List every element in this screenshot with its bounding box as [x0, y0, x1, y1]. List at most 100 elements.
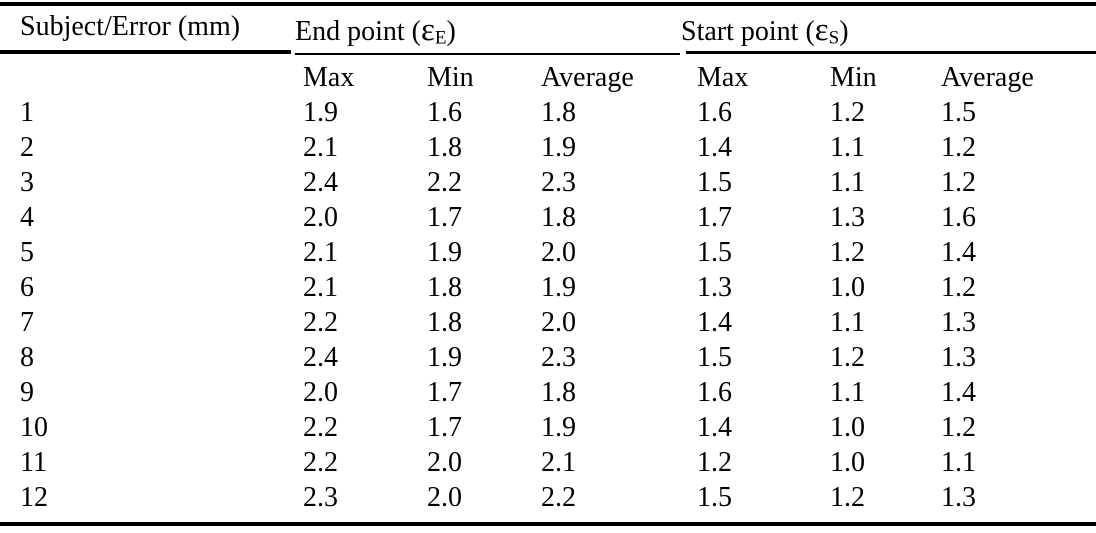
cell-end-average: 1.9 [541, 272, 576, 303]
cell-start-min: 1.2 [830, 342, 865, 373]
cell-end-average: 2.2 [541, 482, 576, 513]
cell-start-max: 1.2 [697, 447, 732, 478]
end-point-group-header: End point (εE) [295, 14, 456, 53]
cell-start-average: 1.4 [941, 377, 976, 408]
cell-end-average: 1.9 [541, 412, 576, 443]
cell-start-average: 1.1 [941, 447, 976, 478]
cell-start-average: 1.2 [941, 132, 976, 163]
cell-end-min: 1.7 [427, 202, 462, 233]
cell-end-min: 1.7 [427, 412, 462, 443]
cell-start-max: 1.6 [697, 97, 732, 128]
cell-end-min: 2.0 [427, 447, 462, 478]
cell-start-min: 1.1 [830, 132, 865, 163]
cell-end-average: 2.3 [541, 167, 576, 198]
cell-start-min: 1.1 [830, 377, 865, 408]
cell-end-average: 2.1 [541, 447, 576, 478]
cell-start-max: 1.4 [697, 412, 732, 443]
cell-end-min: 1.9 [427, 342, 462, 373]
column-header-start-max: Max [697, 62, 749, 93]
cell-end-max: 1.9 [303, 97, 338, 128]
cell-start-average: 1.3 [941, 482, 976, 513]
cell-start-average: 1.2 [941, 412, 976, 443]
cell-end-average: 2.3 [541, 342, 576, 373]
column-header-end-max: Max [303, 62, 355, 93]
row-subject: 10 [20, 412, 48, 443]
cell-start-average: 1.2 [941, 167, 976, 198]
cell-end-max: 2.2 [303, 412, 338, 443]
cell-end-min: 2.2 [427, 167, 462, 198]
cell-start-min: 1.0 [830, 272, 865, 303]
subheader-spacer [20, 60, 303, 95]
cell-end-max: 2.3 [303, 482, 338, 513]
cell-start-max: 1.5 [697, 167, 732, 198]
top-rule [0, 2, 1096, 6]
subject-header-underline [0, 50, 291, 54]
cell-end-min: 1.8 [427, 132, 462, 163]
cell-start-min: 1.0 [830, 412, 865, 443]
cell-start-average: 1.3 [941, 342, 976, 373]
cell-end-max: 2.4 [303, 167, 338, 198]
cell-start-min: 1.0 [830, 447, 865, 478]
start-point-label-text: Start point ( [681, 16, 815, 47]
corner-header: Subject/Error (mm) [20, 11, 241, 42]
cell-end-max: 2.0 [303, 377, 338, 408]
epsilon-subscript-s: S [828, 27, 840, 49]
cell-end-average: 1.8 [541, 377, 576, 408]
cell-end-average: 2.0 [541, 307, 576, 338]
cell-start-min: 1.2 [830, 482, 865, 513]
row-subject: 11 [20, 447, 47, 478]
epsilon-symbol: ε [421, 12, 435, 48]
cell-end-max: 2.2 [303, 307, 338, 338]
start-point-group-underline [686, 51, 1096, 54]
end-point-group-underline [295, 53, 680, 55]
cell-end-min: 1.8 [427, 307, 462, 338]
cell-start-min: 1.2 [830, 97, 865, 128]
row-subject: 3 [20, 167, 34, 198]
bottom-rule [0, 522, 1096, 526]
cell-start-max: 1.4 [697, 307, 732, 338]
cell-end-average: 1.8 [541, 202, 576, 233]
row-subject: 7 [20, 307, 34, 338]
cell-start-max: 1.5 [697, 482, 732, 513]
start-point-group-header: Start point (εS) [681, 14, 849, 53]
row-subject: 1 [20, 97, 34, 128]
cell-end-average: 1.9 [541, 132, 576, 163]
cell-end-min: 2.0 [427, 482, 462, 513]
cell-end-max: 2.1 [303, 132, 338, 163]
cell-end-min: 1.8 [427, 272, 462, 303]
cell-start-max: 1.3 [697, 272, 732, 303]
row-subject: 5 [20, 237, 34, 268]
cell-start-average: 1.5 [941, 97, 976, 128]
cell-end-max: 2.0 [303, 202, 338, 233]
cell-start-average: 1.3 [941, 307, 976, 338]
cell-end-average: 2.0 [541, 237, 576, 268]
cell-start-average: 1.2 [941, 272, 976, 303]
cell-start-min: 1.2 [830, 237, 865, 268]
column-header-end-average: Average [541, 62, 634, 93]
table-body: Max Min Average Max Min Average 1 1.9 1.… [20, 60, 1076, 515]
cell-end-max: 2.1 [303, 272, 338, 303]
cell-start-max: 1.7 [697, 202, 732, 233]
cell-end-min: 1.6 [427, 97, 462, 128]
start-point-label-close: ) [839, 16, 849, 47]
cell-start-min: 1.3 [830, 202, 865, 233]
cell-end-max: 2.1 [303, 237, 338, 268]
column-header-start-average: Average [941, 62, 1034, 93]
end-point-label-close: ) [446, 16, 456, 47]
cell-start-average: 1.4 [941, 237, 976, 268]
row-subject: 9 [20, 377, 34, 408]
row-subject: 2 [20, 132, 34, 163]
cell-end-average: 1.8 [541, 97, 576, 128]
cell-start-average: 1.6 [941, 202, 976, 233]
cell-start-max: 1.5 [697, 342, 732, 373]
cell-start-max: 1.6 [697, 377, 732, 408]
epsilon-subscript-e: E [434, 27, 447, 49]
cell-start-max: 1.5 [697, 237, 732, 268]
epsilon-symbol: ε [814, 12, 829, 48]
row-subject: 12 [20, 482, 48, 513]
cell-end-max: 2.2 [303, 447, 338, 478]
column-header-start-min: Min [830, 62, 877, 93]
column-header-end-min: Min [427, 62, 474, 93]
cell-end-max: 2.4 [303, 342, 338, 373]
